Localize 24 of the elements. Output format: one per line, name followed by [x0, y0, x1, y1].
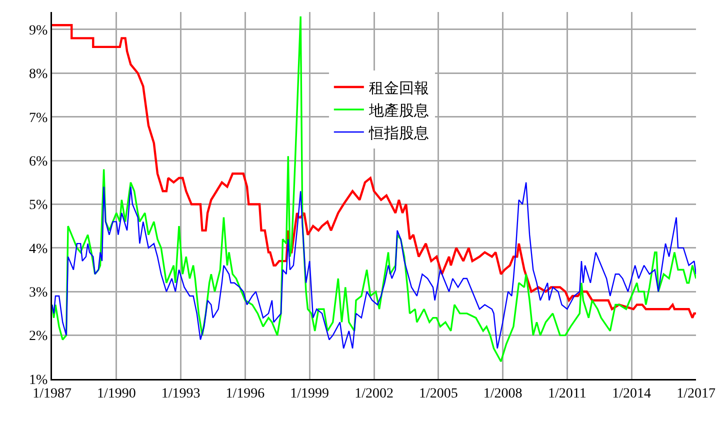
legend-label: 租金回報 — [368, 80, 429, 97]
legend-label: 地產股息 — [368, 102, 429, 120]
y-tick-label: 6% — [29, 154, 48, 170]
x-tick-label: 1/1996 — [226, 386, 265, 402]
y-tick-label: 2% — [29, 329, 48, 344]
x-tick-label: 1/2011 — [548, 386, 586, 402]
x-tick-label: 1/1999 — [290, 386, 330, 402]
x-tick-label: 1/2014 — [612, 386, 652, 402]
x-tick-label: 1/2002 — [354, 386, 394, 402]
x-tick-label: 1/1987 — [32, 386, 72, 402]
legend-label: 恒指股息 — [368, 124, 429, 142]
y-tick-label: 9% — [29, 23, 48, 38]
x-tick-label: 1/1990 — [96, 386, 136, 402]
x-tick-label: 1/1993 — [161, 386, 200, 402]
y-tick-label: 5% — [29, 198, 48, 214]
x-tick-label: 1/2017 — [676, 386, 716, 402]
y-tick-label: 4% — [29, 242, 48, 257]
line-series — [52, 182, 696, 350]
y-tick-label: 7% — [29, 110, 48, 126]
x-tick-label: 1/2005 — [418, 386, 458, 402]
x-tick-label: 1/2008 — [483, 386, 522, 402]
y-tick-label: 8% — [29, 67, 48, 82]
y-tick-label: 1% — [29, 372, 48, 388]
y-tick-label: 3% — [29, 286, 48, 301]
